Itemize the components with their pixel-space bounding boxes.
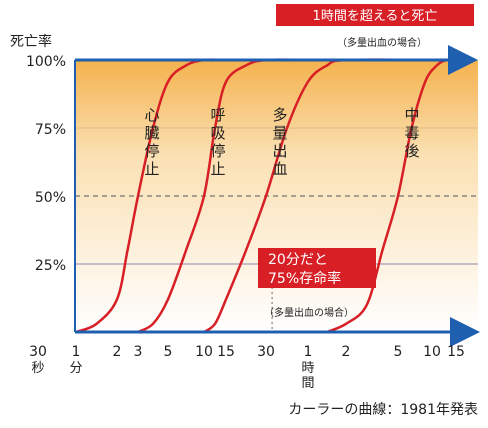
series-label: 停 <box>210 142 225 160</box>
y-tick-label: 50% <box>35 190 66 206</box>
series-label: 中 <box>404 106 419 124</box>
x-tick-label: 2 <box>113 344 122 360</box>
x-tick-sublabel: 分 <box>69 361 82 376</box>
series-label: 止 <box>144 160 159 178</box>
curve-1 <box>75 58 227 334</box>
mid-annotation-note: （多量出血の場合） <box>264 306 354 319</box>
y-tick-label: 75% <box>35 122 66 138</box>
x-tick-sublabel: 時 <box>301 361 314 376</box>
series-label: 多 <box>272 106 287 124</box>
x-tick-label: 30 <box>257 344 275 360</box>
mid-annotation-box <box>258 248 376 288</box>
series-label: 毒 <box>404 124 419 142</box>
x-tick-label: 1 <box>72 344 81 360</box>
x-tick-label: 15 <box>447 344 465 360</box>
x-tick-label: 15 <box>217 344 235 360</box>
x-tick-label: 5 <box>164 344 173 360</box>
top-annotation-box <box>276 4 474 26</box>
series-label: 呼 <box>210 106 225 124</box>
series-label: 出 <box>272 142 287 160</box>
series-label: 臓 <box>144 124 159 142</box>
series-label: 吸 <box>210 124 225 142</box>
x-tick-label: 1 <box>304 344 313 360</box>
x-tick-label: 3 <box>134 344 143 360</box>
mid-annotation-line1: 20分だと <box>268 252 328 268</box>
x-tick-label: 2 <box>342 344 351 360</box>
series-label: 後 <box>404 142 419 160</box>
series-label: 血 <box>272 160 287 178</box>
curve-2 <box>137 58 309 334</box>
mid-annotation-line2: 75%存命率 <box>268 270 341 287</box>
series-label: 量 <box>272 124 287 142</box>
x-tick-label: 30 <box>29 344 47 360</box>
x-tick-label: 10 <box>195 344 213 360</box>
axis-layer <box>74 45 480 347</box>
series-label: 停 <box>144 142 159 160</box>
x-tick-label: 5 <box>394 344 403 360</box>
top-annotation-text: 1時間を超えると死亡 <box>313 9 438 24</box>
top-annotation-note: （多量出血の場合） <box>337 36 427 49</box>
y-tick-label: 25% <box>35 258 66 274</box>
y-tick-label: 100% <box>26 54 66 70</box>
chart-caption: カーラーの曲線：1981年発表 <box>288 402 478 418</box>
y-axis-label: 死亡率 <box>10 33 52 50</box>
x-tick-sublabel: 秒 <box>31 361 44 376</box>
x-tick-label: 10 <box>423 344 441 360</box>
series-label: 止 <box>210 160 225 178</box>
series-label: 心 <box>144 106 159 124</box>
x-tick-sublabel: 間 <box>301 376 314 391</box>
curve-4 <box>326 58 457 334</box>
